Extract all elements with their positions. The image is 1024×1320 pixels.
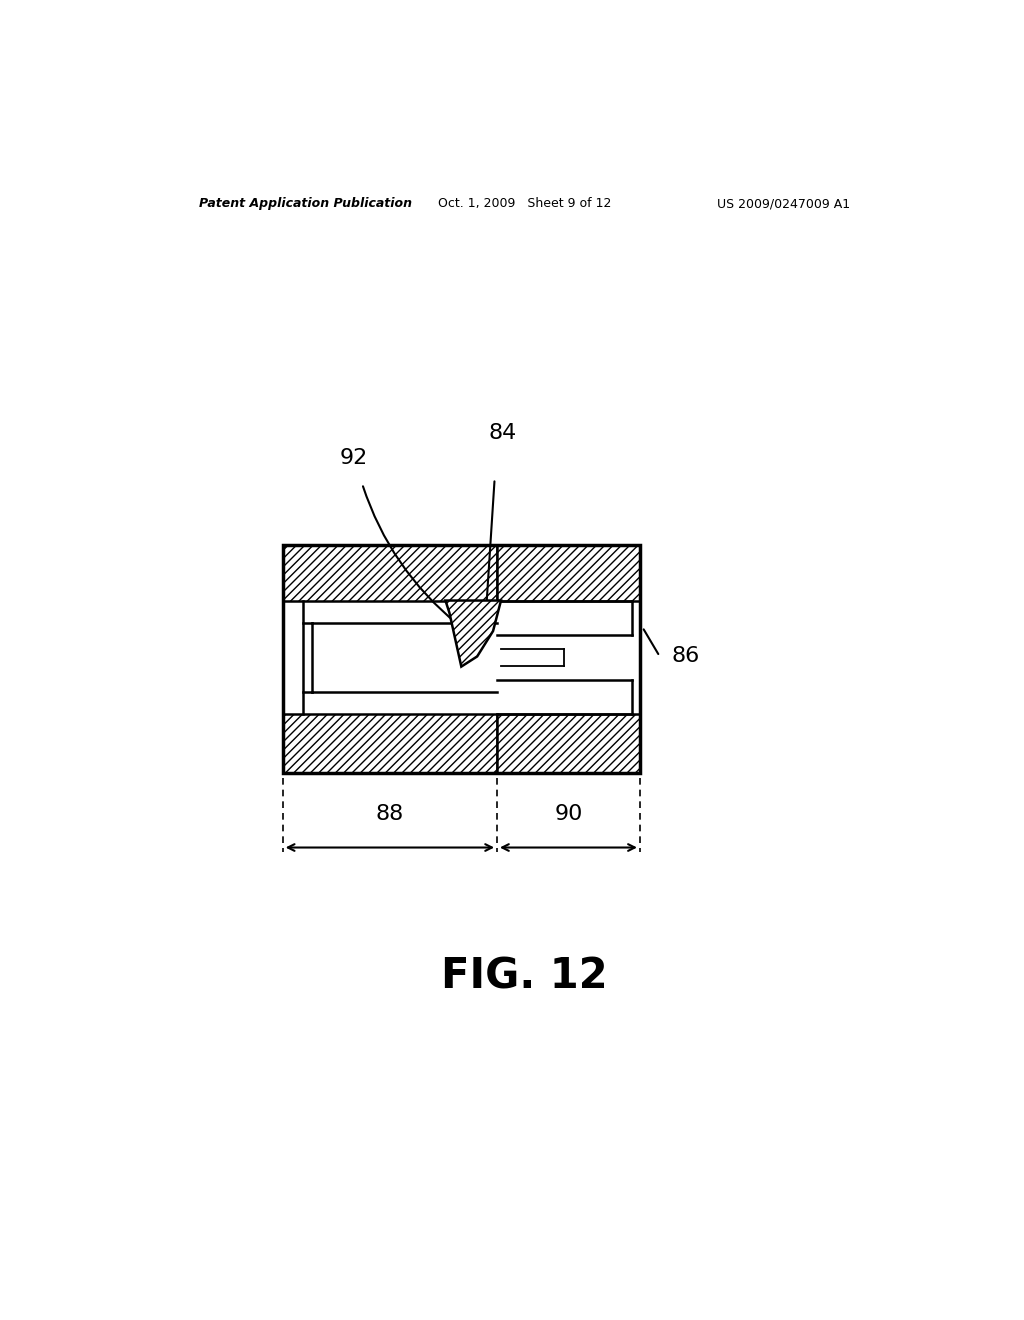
Text: 86: 86 bbox=[672, 647, 699, 667]
Text: 84: 84 bbox=[488, 422, 517, 444]
Bar bbox=[283, 714, 497, 774]
Bar bbox=[497, 545, 640, 601]
Text: Oct. 1, 2009   Sheet 9 of 12: Oct. 1, 2009 Sheet 9 of 12 bbox=[438, 197, 611, 210]
Text: 90: 90 bbox=[554, 804, 583, 824]
Text: FIG. 12: FIG. 12 bbox=[441, 956, 608, 998]
Text: 88: 88 bbox=[376, 804, 404, 824]
Text: Patent Application Publication: Patent Application Publication bbox=[200, 197, 413, 210]
Text: 92: 92 bbox=[340, 449, 369, 469]
Bar bbox=[497, 714, 640, 774]
Bar bbox=[283, 545, 497, 601]
Bar bbox=[283, 545, 640, 774]
Text: US 2009/0247009 A1: US 2009/0247009 A1 bbox=[717, 197, 850, 210]
Polygon shape bbox=[445, 601, 501, 667]
